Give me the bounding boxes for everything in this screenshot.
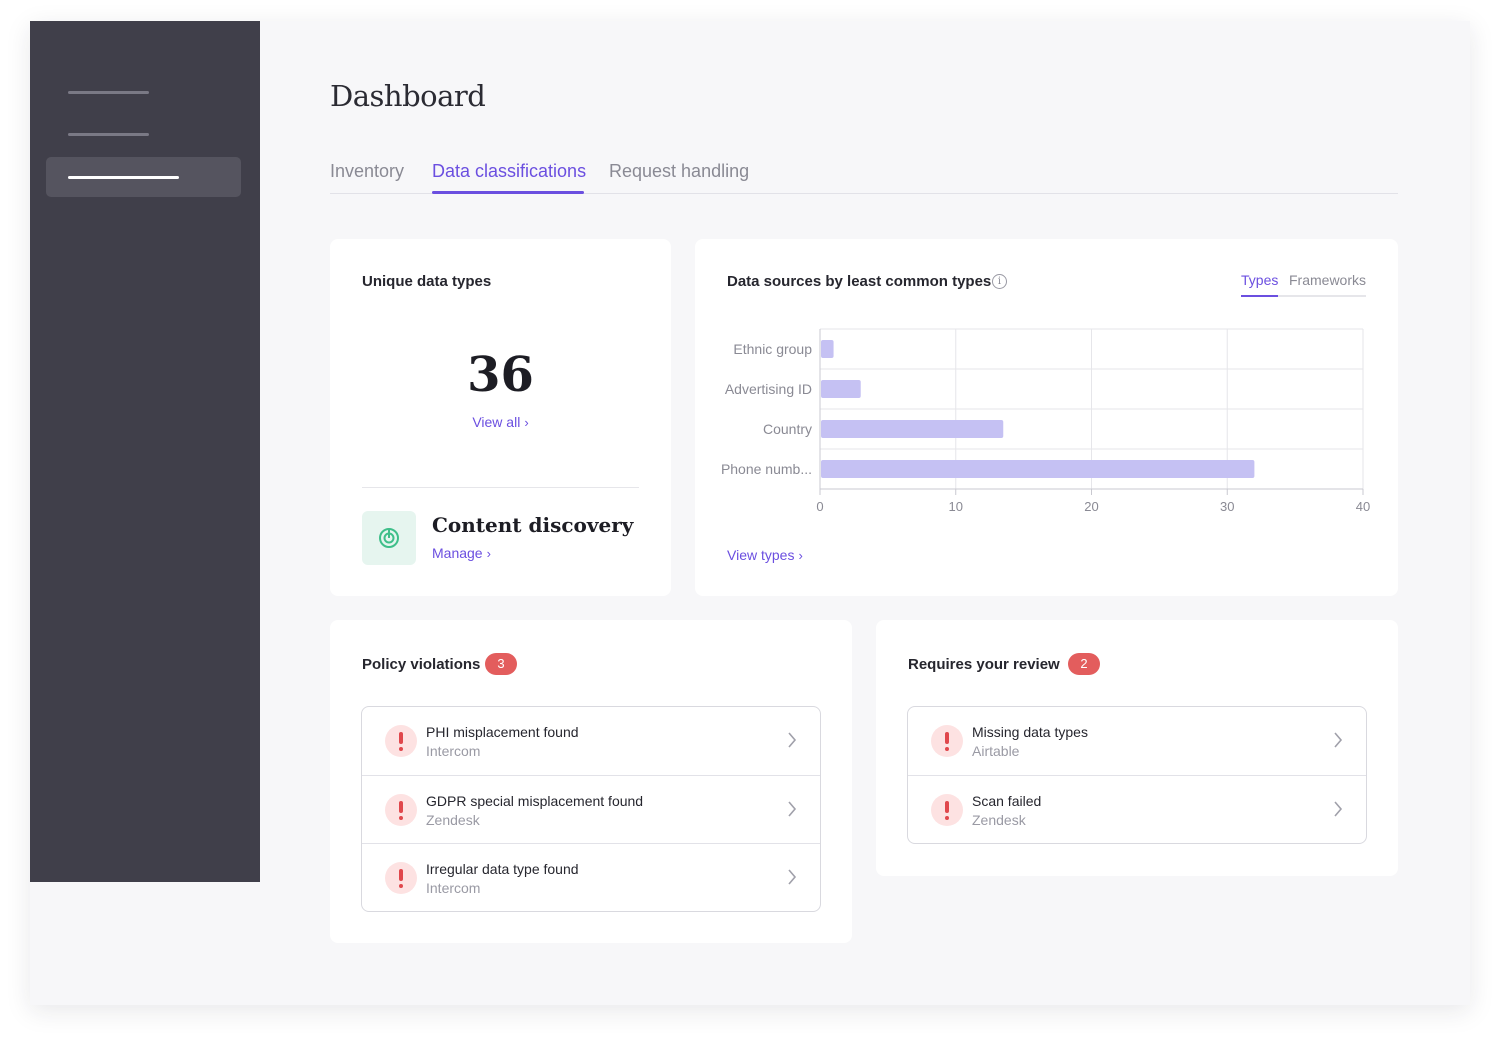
category-label: Phone numb... xyxy=(721,461,812,477)
unique-data-types-count: 36 xyxy=(467,347,534,403)
x-tick-label: 0 xyxy=(816,499,823,514)
item-title: Missing data types xyxy=(972,724,1088,740)
sidebar-item-active[interactable] xyxy=(46,157,241,197)
subtab-types[interactable]: Types xyxy=(1241,272,1279,288)
bar-chart: 0 10 20 30 40 Ethnic group Advertising ID Count… xyxy=(721,328,1370,514)
chevron-right-icon xyxy=(788,801,797,817)
alert-icon xyxy=(931,725,963,757)
bar xyxy=(821,340,834,358)
chevron-right-icon xyxy=(788,869,797,885)
sidebar xyxy=(30,21,260,882)
item-title: Scan failed xyxy=(972,793,1042,809)
item-source: Airtable xyxy=(972,743,1020,759)
bar xyxy=(821,420,1004,438)
subtab-frameworks[interactable]: Frameworks xyxy=(1289,272,1367,288)
category-label: Ethnic group xyxy=(733,341,812,357)
subtab-underline xyxy=(1241,295,1366,297)
item-source: Intercom xyxy=(426,743,481,759)
item-title: GDPR special misplacement found xyxy=(426,793,644,809)
chevron-right-icon: › xyxy=(524,415,529,430)
item-source: Zendesk xyxy=(972,812,1026,828)
data-sources-chart-card: Data sources by least common types i Typ… xyxy=(695,239,1398,596)
info-icon[interactable]: i xyxy=(992,274,1007,289)
x-tick-label: 40 xyxy=(1356,499,1370,514)
policy-violations-card: Policy violations 3 PHI misplacement fou… xyxy=(330,620,852,943)
active-subtab-indicator xyxy=(1241,295,1278,297)
x-tick-label: 10 xyxy=(949,499,963,514)
bar xyxy=(821,460,1255,478)
alert-icon xyxy=(385,794,417,826)
x-tick-label: 20 xyxy=(1084,499,1098,514)
alert-icon xyxy=(931,794,963,826)
category-label: Country xyxy=(763,421,812,437)
tab-data-classifications[interactable]: Data classifications xyxy=(432,161,587,181)
list-item[interactable]: PHI misplacement found Intercom xyxy=(362,707,820,775)
tab-request-handling[interactable]: Request handling xyxy=(609,161,750,181)
sidebar-item-1[interactable] xyxy=(68,91,149,94)
radar-icon xyxy=(362,511,416,565)
bar xyxy=(821,380,861,398)
manage-link[interactable]: Manage xyxy=(432,545,483,561)
chevron-right-icon xyxy=(1334,732,1343,748)
requires-review-card: Requires your review 2 Missing data type… xyxy=(876,620,1398,876)
chevron-right-icon xyxy=(1334,801,1343,817)
page-title: Dashboard xyxy=(330,79,486,113)
sidebar-item-active-bar xyxy=(68,176,179,179)
card-title: Requires your review xyxy=(908,656,1060,673)
violations-count-badge: 3 xyxy=(485,653,517,675)
chevron-right-icon: › xyxy=(798,548,803,563)
review-list: Missing data types Airtable Scan failed … xyxy=(907,706,1367,844)
item-source: Intercom xyxy=(426,880,481,896)
list-item[interactable]: GDPR special misplacement found Zendesk xyxy=(362,775,820,843)
review-count-badge: 2 xyxy=(1068,653,1100,675)
card-title: Policy violations xyxy=(362,656,481,673)
chevron-right-icon xyxy=(788,732,797,748)
alert-icon xyxy=(385,725,417,757)
alert-icon xyxy=(385,862,417,894)
item-source: Zendesk xyxy=(426,812,480,828)
category-label: Advertising ID xyxy=(725,381,812,397)
chevron-right-icon: › xyxy=(486,546,491,561)
view-all-link-wrap: View all › xyxy=(330,414,671,432)
content-discovery-title: Content discovery xyxy=(432,513,634,537)
tab-bar: Inventory Data classifications Request h… xyxy=(330,159,1398,194)
app-window: Dashboard Inventory Data classifications… xyxy=(30,21,1470,1005)
view-all-link[interactable]: View all xyxy=(472,414,521,430)
list-item[interactable]: Irregular data type found Intercom xyxy=(362,843,820,911)
card-title: Unique data types xyxy=(362,273,492,290)
violations-list: PHI misplacement found Intercom GDPR spe… xyxy=(361,706,821,912)
view-types-link[interactable]: View types xyxy=(727,547,795,563)
active-tab-indicator xyxy=(432,191,584,194)
unique-data-types-card: Unique data types 36 View all › Content d… xyxy=(330,239,671,596)
view-types-link-wrap: View types › xyxy=(727,547,803,565)
item-title: PHI misplacement found xyxy=(426,724,579,740)
sidebar-item-2[interactable] xyxy=(68,133,149,136)
list-item[interactable]: Missing data types Airtable xyxy=(908,707,1366,775)
manage-link-wrap: Manage › xyxy=(432,545,491,563)
item-title: Irregular data type found xyxy=(426,861,579,877)
divider xyxy=(362,487,639,488)
tab-inventory[interactable]: Inventory xyxy=(330,161,405,181)
card-title: Data sources by least common types xyxy=(727,273,992,290)
list-item[interactable]: Scan failed Zendesk xyxy=(908,775,1366,843)
x-tick-label: 30 xyxy=(1220,499,1234,514)
